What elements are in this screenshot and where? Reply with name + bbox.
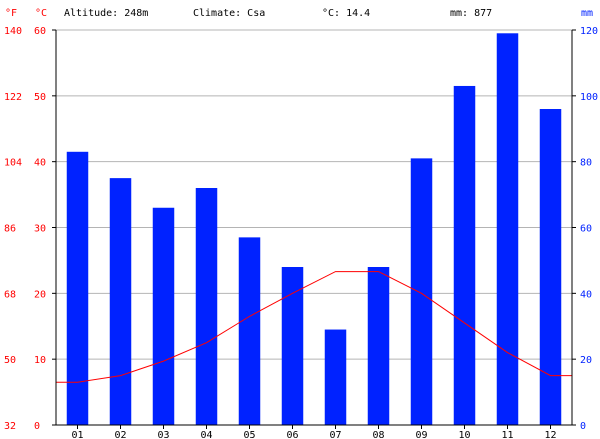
- precipitation-bar: [324, 329, 347, 425]
- fahrenheit-tick-label: 32: [4, 421, 16, 432]
- celsius-tick-label: 20: [34, 289, 46, 300]
- precipitation-bar: [152, 207, 175, 425]
- month-tick-label: 12: [544, 430, 556, 439]
- month-axis-ticks: 01 02 03 04 05 06 07 08 09 10 11 12: [71, 425, 557, 439]
- left-axis-ticks: 32 0 50 10 68 20 86 30 104 40 122 50 140 60: [4, 26, 56, 432]
- right-axis-ticks: 0 20 40 60 80 100 120: [572, 26, 598, 432]
- precipitation-bar: [367, 267, 390, 425]
- fahrenheit-tick-label: 50: [4, 355, 16, 366]
- celsius-tick-label: 40: [34, 158, 46, 169]
- millimeter-tick-label: 40: [580, 289, 592, 300]
- gridlines: [56, 29, 572, 360]
- month-tick-label: 04: [200, 430, 212, 439]
- fahrenheit-unit-label: °F: [5, 8, 17, 19]
- precipitation-bar: [66, 151, 89, 425]
- month-tick-label: 03: [157, 430, 169, 439]
- celsius-tick-label: 0: [34, 421, 40, 432]
- millimeter-unit-label: mm: [581, 8, 593, 19]
- celsius-tick-label: 10: [34, 355, 46, 366]
- millimeter-tick-label: 60: [580, 224, 592, 235]
- month-tick-label: 08: [372, 430, 384, 439]
- precipitation-bar: [496, 33, 519, 426]
- temperature-curve: [56, 271, 572, 383]
- precipitation-bar: [109, 178, 132, 425]
- celsius-tick-label: 30: [34, 224, 46, 235]
- celsius-unit-label: °C: [35, 8, 47, 19]
- fahrenheit-tick-label: 68: [4, 289, 16, 300]
- month-tick-label: 02: [114, 430, 126, 439]
- fahrenheit-tick-label: 104: [4, 158, 22, 169]
- celsius-tick-label: 60: [34, 26, 46, 37]
- millimeter-tick-label: 80: [580, 158, 592, 169]
- millimeter-tick-label: 0: [580, 421, 586, 432]
- millimeter-tick-label: 100: [580, 92, 598, 103]
- fahrenheit-tick-label: 122: [4, 92, 22, 103]
- mean-temperature-label: °C: 14.4: [322, 8, 370, 19]
- month-tick-label: 10: [458, 430, 470, 439]
- month-tick-label: 09: [415, 430, 427, 439]
- month-tick-label: 06: [286, 430, 298, 439]
- altitude-label: Altitude: 248m: [64, 8, 148, 19]
- annual-precipitation-label: mm: 877: [450, 8, 492, 19]
- climate-label: Climate: Csa: [193, 8, 265, 19]
- precipitation-bars: [66, 33, 562, 426]
- month-tick-label: 01: [71, 430, 83, 439]
- precipitation-bar: [539, 109, 562, 425]
- month-tick-label: 05: [243, 430, 255, 439]
- precipitation-bar: [410, 158, 433, 425]
- precipitation-bar: [281, 267, 304, 425]
- month-tick-label: 07: [329, 430, 341, 439]
- millimeter-tick-label: 20: [580, 355, 592, 366]
- month-tick-label: 11: [501, 430, 513, 439]
- fahrenheit-tick-label: 140: [4, 26, 22, 37]
- precipitation-bar: [453, 85, 476, 425]
- precipitation-bar: [195, 188, 218, 425]
- celsius-tick-label: 50: [34, 92, 46, 103]
- fahrenheit-tick-label: 86: [4, 224, 16, 235]
- temperature-line: [56, 271, 572, 383]
- precipitation-bar: [238, 237, 261, 425]
- millimeter-tick-label: 120: [580, 26, 598, 37]
